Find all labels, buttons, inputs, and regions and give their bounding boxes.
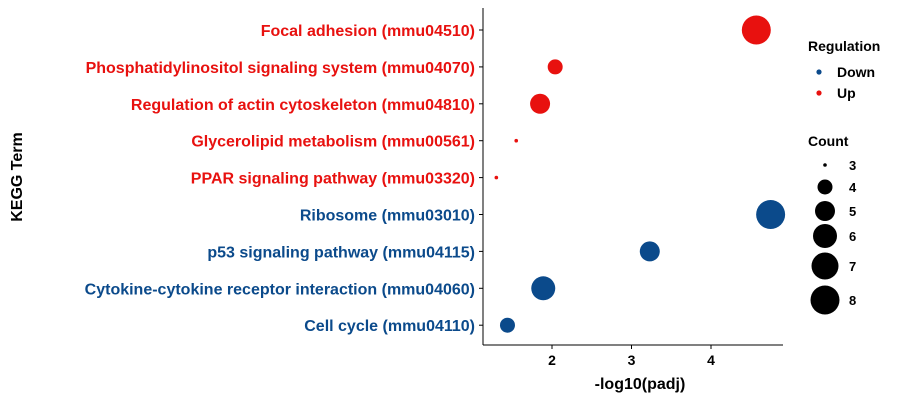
data-point [741, 15, 771, 45]
legend-regulation-title: Regulation [808, 38, 880, 54]
legend-count-label: 3 [849, 158, 856, 173]
legend-regulation-key [816, 69, 822, 75]
y-tick-label: Cytokine-cytokine receptor interaction (… [85, 281, 475, 298]
y-tick-labels: Focal adhesion (mmu04510) Phosphatidylino… [85, 23, 475, 335]
legend-count-key [813, 224, 837, 248]
legend-count-label: 6 [849, 229, 856, 244]
data-points [494, 15, 786, 333]
data-point [547, 59, 563, 75]
y-tick-label: Cell cycle (mmu04110) [304, 318, 475, 335]
x-tick-marks [551, 345, 712, 349]
legend-count-label: 8 [849, 293, 856, 308]
legend-count-key [810, 285, 840, 315]
legend-regulation-items: Down Up [816, 64, 875, 101]
data-point [756, 200, 786, 229]
legend-regulation-key [816, 90, 822, 96]
legend-count-label: 7 [849, 259, 856, 274]
y-tick-label: Ribosome (mmu03010) [300, 208, 475, 225]
legend-regulation-label: Down [837, 64, 875, 80]
x-tick-label: 2 [548, 352, 556, 368]
y-tick-label: Glycerolipid metabolism (mmu00561) [191, 134, 475, 151]
x-tick-labels: 2 3 4 [548, 352, 715, 368]
legend-count-key [811, 252, 839, 280]
x-axis-title: -log10(padj) [595, 376, 686, 393]
data-point [531, 276, 556, 301]
data-point [494, 175, 499, 180]
legend-count-key [817, 179, 833, 195]
data-point [639, 241, 660, 262]
legend-count-label: 5 [849, 204, 856, 219]
x-tick-label: 4 [707, 352, 715, 368]
y-tick-label: Focal adhesion (mmu04510) [261, 23, 475, 40]
y-tick-label: Regulation of actin cytoskeleton (mmu048… [131, 97, 475, 114]
legend-count-items: 3 4 5 6 7 8 [810, 158, 857, 315]
legend-regulation-label: Up [837, 85, 856, 101]
y-tick-label: Phosphatidylinositol signaling system (m… [86, 60, 475, 77]
y-tick-marks [479, 29, 483, 326]
legend-count-key [823, 163, 827, 167]
data-point [499, 317, 515, 333]
y-tick-label: PPAR signaling pathway (mmu03320) [191, 171, 475, 188]
y-axis-title: KEGG Term [9, 132, 26, 222]
y-tick-label: p53 signaling pathway (mmu04115) [207, 244, 475, 261]
legend-count-label: 4 [849, 180, 857, 195]
legend-count-key [815, 201, 835, 221]
legend: Regulation Down Up Count 3 4 5 6 7 8 [808, 38, 880, 315]
x-tick-label: 3 [628, 352, 636, 368]
data-point [530, 93, 551, 114]
legend-count-title: Count [808, 133, 849, 149]
data-point [514, 138, 519, 143]
